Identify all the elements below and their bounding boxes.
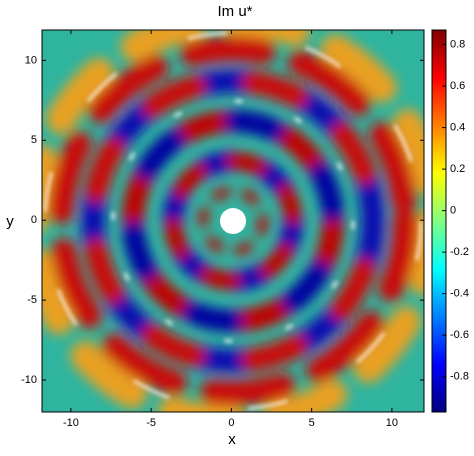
colorbar-tick-label: 0.8 — [450, 38, 465, 50]
plot-frame — [41, 29, 425, 413]
x-tick-label: 5 — [309, 417, 315, 429]
x-tick-label: -10 — [63, 417, 79, 429]
x-tick-label: 10 — [386, 417, 398, 429]
colorbar-tick-label: -0.8 — [450, 371, 469, 383]
y-tick-label: 5 — [31, 134, 37, 146]
field — [42, 30, 424, 412]
colorbar-tick-label: -0.6 — [450, 329, 469, 341]
chart-title: Im u* — [217, 3, 252, 20]
colorbar-tick-label: -0.4 — [450, 288, 469, 300]
colorbar — [431, 29, 447, 413]
y-tick-label: -5 — [27, 294, 37, 306]
x-tick-label: -5 — [146, 417, 156, 429]
y-tick-label: 0 — [31, 214, 37, 226]
colorbar-tick-label: 0.4 — [450, 121, 465, 133]
x-tick-label: 0 — [228, 417, 234, 429]
y-axis-label: y — [6, 213, 14, 230]
y-tick-label: -10 — [21, 374, 37, 386]
colorbar-tick-label: 0.2 — [450, 163, 465, 175]
colorbar-tick-label: -0.2 — [450, 246, 469, 258]
colorbar-tick-label: 0.6 — [450, 80, 465, 92]
colorbar-tick-label: 0 — [450, 205, 456, 217]
x-axis-label: x — [228, 431, 236, 448]
y-tick-label: 10 — [25, 54, 37, 66]
